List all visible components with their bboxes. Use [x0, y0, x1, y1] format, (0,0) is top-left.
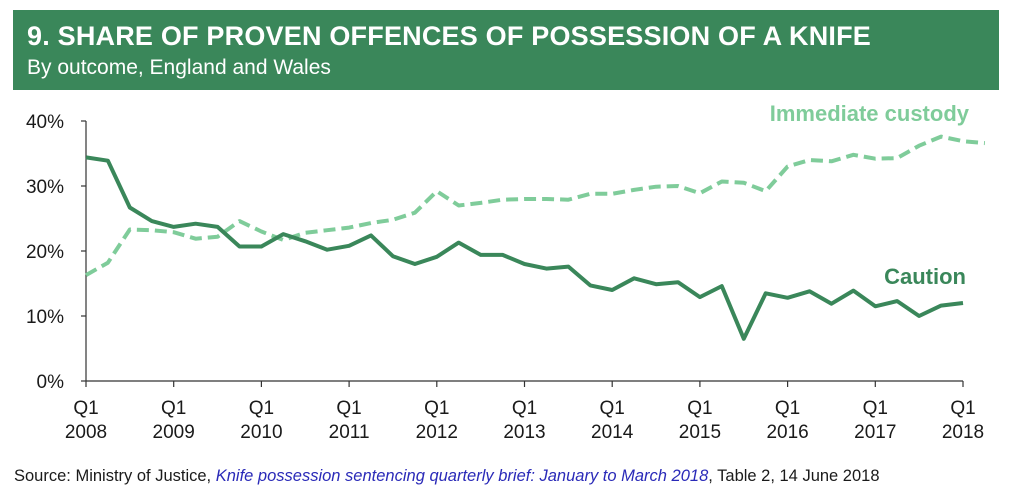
series-line-immediate-custody — [85, 134, 986, 277]
source-suffix: , Table 2, 14 June 2018 — [708, 467, 880, 485]
y-tick-label: 30% — [26, 177, 64, 198]
x-tick-label-year: 2017 — [854, 422, 896, 443]
series-lines — [85, 134, 986, 341]
x-tick-label-year: 2010 — [240, 422, 282, 443]
chart-subtitle: By outcome, England and Wales — [27, 56, 331, 79]
x-tick-label-quarter: Q1 — [249, 398, 274, 419]
x-tick-label-year: 2016 — [766, 422, 808, 443]
x-tick-label-year: 2018 — [942, 422, 984, 443]
x-axis: Q1 2008 Q1 2009 Q1 2010 Q1 2011 Q1 2012 Q1 2013 Q1 20… — [65, 380, 984, 443]
x-tick-label-year: 2011 — [329, 422, 370, 443]
y-axis: 0% 10% 20% 30% 40% — [26, 112, 87, 393]
source-note: Source: Ministry of Justice, Knife posse… — [14, 467, 880, 486]
x-tick-label-quarter: Q1 — [775, 398, 800, 419]
source-prefix: Source: Ministry of Justice, — [14, 467, 216, 485]
x-tick-label-quarter: Q1 — [424, 398, 449, 419]
x-tick-label-year: 2015 — [679, 422, 721, 443]
chart-title: 9. SHARE OF PROVEN OFFENCES OF POSSESSIO… — [27, 21, 872, 51]
x-tick-label-year: 2008 — [65, 422, 107, 443]
source-link[interactable]: Knife possession sentencing quarterly br… — [215, 467, 709, 485]
x-tick-label-quarter: Q1 — [687, 398, 712, 419]
legend-label-immediate-custody: Immediate custody — [770, 101, 970, 126]
line-chart: 0%10%20%30%40% Q12008Q12009Q12010Q12011Q… — [26, 101, 986, 443]
x-tick-label-quarter: Q1 — [600, 398, 625, 419]
x-tick-label-year: 2009 — [153, 422, 195, 443]
y-tick-label: 20% — [26, 242, 64, 263]
x-tick-label-quarter: Q1 — [863, 398, 888, 419]
x-tick-label-quarter: Q1 — [512, 398, 537, 419]
x-tick-label-quarter: Q1 — [73, 398, 98, 419]
y-tick-label: 0% — [37, 372, 65, 393]
x-tick-label-year: 2013 — [503, 422, 545, 443]
x-tick-label-quarter: Q1 — [336, 398, 361, 419]
legend-label-caution: Caution — [884, 264, 966, 289]
chart-header: 9. SHARE OF PROVEN OFFENCES OF POSSESSIO… — [13, 10, 999, 90]
x-tick-label-year: 2014 — [591, 422, 634, 443]
series-line-caution — [85, 155, 964, 341]
x-tick-label-year: 2012 — [416, 422, 458, 443]
x-tick-label-quarter: Q1 — [950, 398, 975, 419]
y-tick-label: 10% — [26, 307, 64, 328]
x-tick-label-quarter: Q1 — [161, 398, 186, 419]
y-tick-label: 40% — [26, 112, 64, 133]
